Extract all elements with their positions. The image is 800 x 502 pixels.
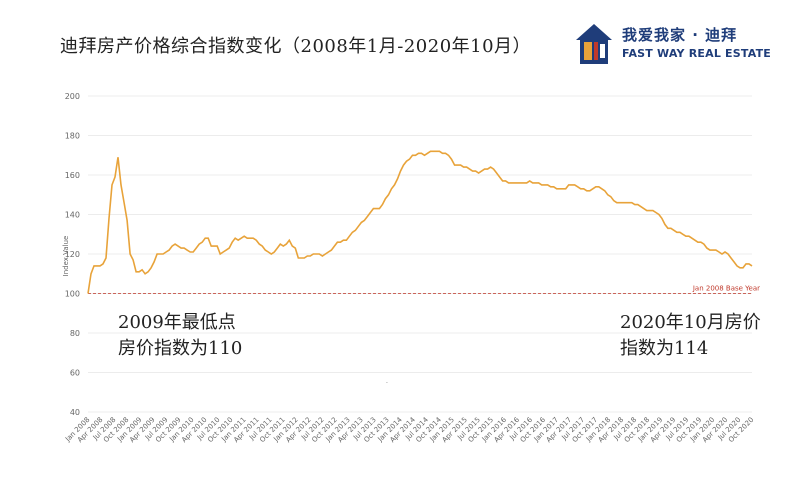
chart-grid xyxy=(88,95,752,413)
y-tick-label: 40 xyxy=(70,408,80,417)
chart-title: 迪拜房产价格综合指数变化（2008年1月-2020年10月） xyxy=(60,36,532,57)
annotation-left-line2: 房价指数为110 xyxy=(118,338,243,359)
stray-dot: · xyxy=(386,380,388,387)
y-axis-label: Index Value xyxy=(62,236,70,277)
y-tick-label: 160 xyxy=(65,171,80,180)
y-tick-label: 120 xyxy=(65,250,80,259)
annotation-left-line1: 2009年最低点 xyxy=(118,312,236,333)
y-tick-label: 60 xyxy=(70,369,80,378)
base-year-label: Jan 2008 Base Year xyxy=(692,285,760,293)
y-axis-ticks: 40 60 80 100 120 140 160 180 200 xyxy=(65,92,80,417)
annotation-left: 2009年最低点 房价指数为110 xyxy=(118,310,242,362)
house-logo-icon xyxy=(576,24,612,64)
price-index-line xyxy=(87,150,753,294)
logo-text-cn: 我爱我家 · 迪拜 xyxy=(622,26,738,44)
y-tick-label: 180 xyxy=(65,132,80,141)
annotation-right: 2020年10月房价 指数为114 xyxy=(620,310,761,362)
y-tick-label: 200 xyxy=(65,92,80,101)
logo-text-en: FAST WAY REAL ESTATE xyxy=(622,47,772,60)
company-logo: 我爱我家 · 迪拜 FAST WAY REAL ESTATE xyxy=(574,20,774,70)
y-tick-label: 80 xyxy=(70,329,80,338)
y-tick-label: 100 xyxy=(65,290,80,299)
y-tick-label: 140 xyxy=(65,211,80,220)
annotation-right-line2: 指数为114 xyxy=(620,338,709,359)
annotation-right-line1: 2020年10月房价 xyxy=(620,312,761,333)
